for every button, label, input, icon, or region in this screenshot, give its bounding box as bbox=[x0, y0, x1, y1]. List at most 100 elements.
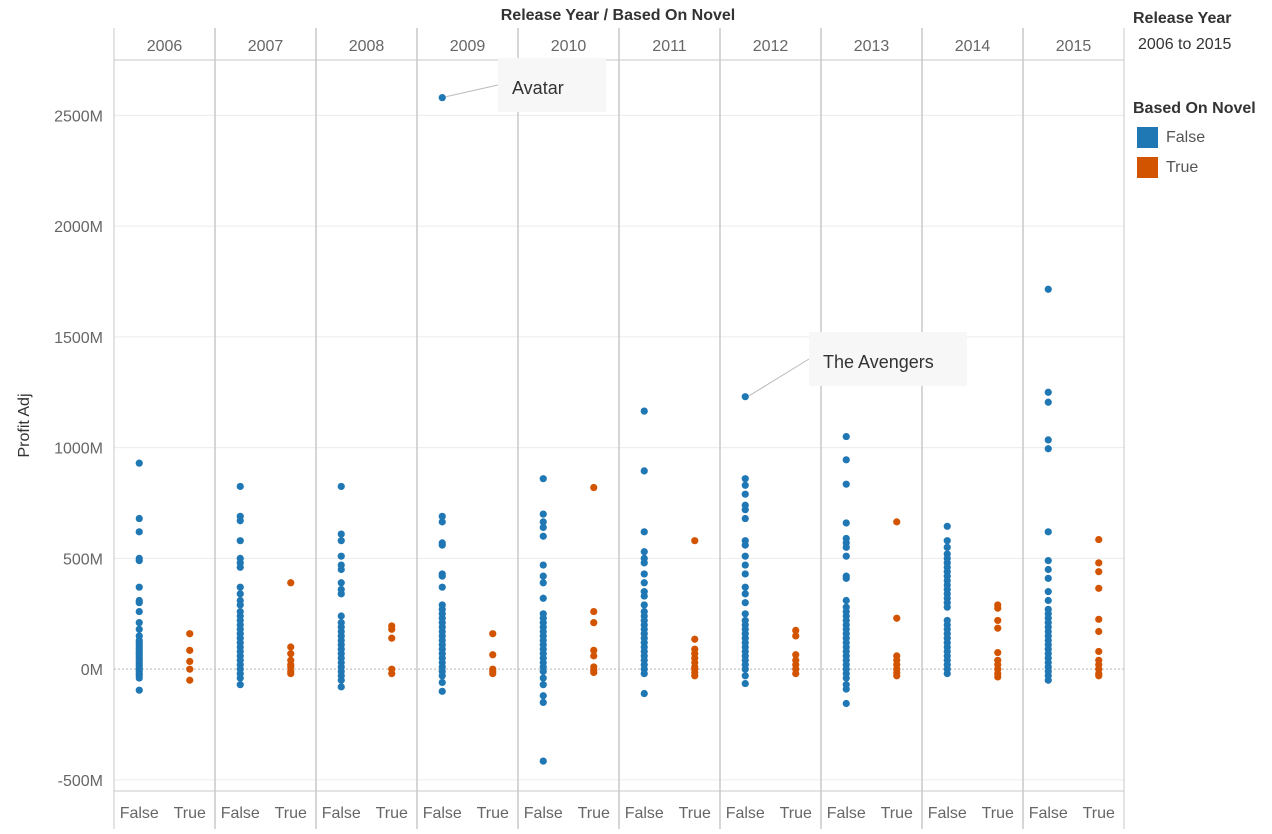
data-point[interactable] bbox=[741, 583, 749, 591]
data-point[interactable] bbox=[135, 557, 143, 565]
data-point[interactable] bbox=[691, 537, 699, 545]
data-point[interactable] bbox=[741, 506, 749, 514]
data-point[interactable] bbox=[842, 574, 850, 582]
data-point[interactable] bbox=[1044, 557, 1052, 565]
data-point[interactable] bbox=[539, 523, 547, 531]
data-point[interactable] bbox=[489, 630, 497, 638]
data-point[interactable] bbox=[186, 665, 194, 673]
data-point[interactable] bbox=[337, 537, 345, 545]
data-point[interactable] bbox=[842, 674, 850, 682]
data-point[interactable] bbox=[539, 572, 547, 580]
data-point[interactable] bbox=[994, 616, 1002, 625]
data-point[interactable] bbox=[135, 625, 143, 633]
data-point[interactable] bbox=[388, 634, 396, 642]
data-point[interactable] bbox=[590, 652, 598, 660]
data-point[interactable] bbox=[994, 604, 1002, 612]
data-point[interactable] bbox=[539, 674, 547, 682]
data-point[interactable] bbox=[186, 646, 194, 654]
data-point[interactable] bbox=[994, 648, 1002, 657]
data-point[interactable] bbox=[438, 687, 446, 695]
data-point[interactable] bbox=[388, 669, 396, 678]
data-point[interactable] bbox=[640, 407, 648, 415]
data-point[interactable] bbox=[590, 619, 598, 627]
data-point[interactable] bbox=[842, 456, 850, 464]
data-point[interactable] bbox=[135, 674, 143, 682]
data-point[interactable] bbox=[438, 572, 446, 580]
data-point[interactable] bbox=[337, 683, 345, 691]
data-point[interactable] bbox=[1044, 588, 1052, 596]
data-point[interactable] bbox=[135, 528, 143, 536]
data-point[interactable] bbox=[287, 579, 295, 587]
data-point[interactable] bbox=[640, 548, 648, 556]
data-point[interactable] bbox=[135, 514, 143, 523]
legend-item-true[interactable]: True bbox=[1133, 157, 1272, 178]
data-point[interactable] bbox=[741, 672, 749, 680]
data-point[interactable] bbox=[842, 699, 850, 708]
filter-value[interactable]: 2006 to 2015 bbox=[1138, 36, 1232, 53]
data-point[interactable] bbox=[640, 570, 648, 578]
data-point[interactable] bbox=[741, 665, 749, 673]
data-point[interactable] bbox=[893, 614, 901, 622]
data-point[interactable] bbox=[236, 563, 244, 571]
data-point[interactable] bbox=[539, 475, 547, 483]
data-point[interactable] bbox=[135, 599, 143, 607]
data-point[interactable] bbox=[236, 601, 244, 609]
data-point[interactable] bbox=[135, 607, 143, 616]
data-point[interactable] bbox=[337, 530, 345, 538]
data-point[interactable] bbox=[438, 94, 446, 102]
data-point[interactable] bbox=[539, 681, 547, 689]
data-point[interactable] bbox=[1095, 584, 1103, 592]
data-point[interactable] bbox=[741, 393, 749, 401]
data-point[interactable] bbox=[337, 612, 345, 620]
data-point[interactable] bbox=[741, 610, 749, 618]
data-point[interactable] bbox=[741, 552, 749, 560]
data-point[interactable] bbox=[590, 483, 598, 492]
data-point[interactable] bbox=[236, 482, 244, 491]
data-point[interactable] bbox=[186, 657, 194, 666]
data-point[interactable] bbox=[792, 651, 800, 659]
data-point[interactable] bbox=[236, 674, 244, 682]
data-point[interactable] bbox=[741, 514, 749, 523]
data-point[interactable] bbox=[1095, 559, 1103, 567]
data-point[interactable] bbox=[186, 676, 194, 684]
data-point[interactable] bbox=[236, 590, 244, 598]
data-point[interactable] bbox=[640, 467, 648, 475]
data-point[interactable] bbox=[438, 678, 446, 687]
data-point[interactable] bbox=[236, 583, 244, 591]
data-point[interactable] bbox=[1095, 535, 1103, 544]
data-point[interactable] bbox=[388, 625, 396, 633]
data-point[interactable] bbox=[287, 669, 295, 678]
data-point[interactable] bbox=[842, 543, 850, 551]
data-point[interactable] bbox=[640, 689, 648, 698]
data-point[interactable] bbox=[287, 650, 295, 658]
data-point[interactable] bbox=[539, 692, 547, 700]
data-point[interactable] bbox=[842, 685, 850, 693]
data-point[interactable] bbox=[640, 669, 648, 678]
data-point[interactable] bbox=[1044, 445, 1052, 453]
data-point[interactable] bbox=[186, 630, 194, 638]
data-point[interactable] bbox=[893, 672, 901, 680]
data-point[interactable] bbox=[489, 669, 497, 678]
data-point[interactable] bbox=[539, 594, 547, 602]
data-point[interactable] bbox=[438, 672, 446, 680]
data-point[interactable] bbox=[640, 592, 648, 600]
data-point[interactable] bbox=[691, 672, 699, 680]
data-point[interactable] bbox=[741, 679, 749, 688]
data-point[interactable] bbox=[539, 510, 547, 518]
data-point[interactable] bbox=[994, 624, 1002, 632]
data-point[interactable] bbox=[438, 512, 446, 520]
data-point[interactable] bbox=[640, 559, 648, 567]
data-point[interactable] bbox=[1044, 285, 1052, 293]
data-point[interactable] bbox=[337, 482, 345, 491]
data-point[interactable] bbox=[640, 528, 648, 536]
data-point[interactable] bbox=[741, 481, 749, 489]
data-point[interactable] bbox=[943, 543, 951, 551]
data-point[interactable] bbox=[792, 632, 800, 640]
data-point[interactable] bbox=[337, 579, 345, 587]
data-point[interactable] bbox=[438, 583, 446, 591]
data-point[interactable] bbox=[539, 667, 547, 675]
data-point[interactable] bbox=[287, 643, 295, 651]
data-point[interactable] bbox=[539, 757, 547, 765]
data-point[interactable] bbox=[489, 651, 497, 659]
data-point[interactable] bbox=[539, 561, 547, 569]
